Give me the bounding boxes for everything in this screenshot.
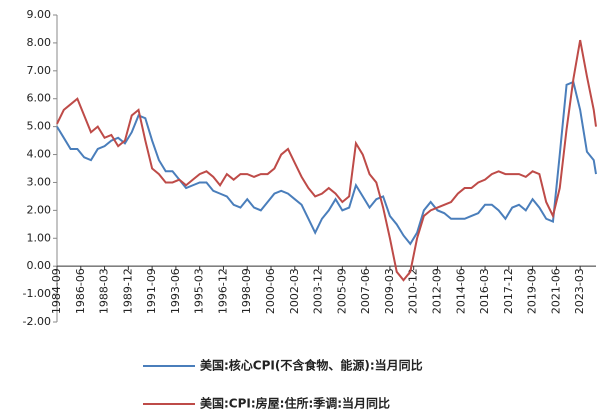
x-tick-label: 2005-09 bbox=[335, 268, 348, 314]
y-tick-label: -1.00 bbox=[23, 287, 51, 300]
x-tick-label: 2023-03 bbox=[573, 268, 586, 314]
y-tick-label: 6.00 bbox=[27, 92, 52, 105]
x-tick-label: 2000-06 bbox=[264, 268, 277, 314]
x-tick-label: 2010-12 bbox=[407, 268, 420, 314]
x-tick-label: 2016-03 bbox=[478, 268, 491, 314]
y-tick-label: 1.00 bbox=[27, 231, 52, 244]
x-tick-label: 2003-12 bbox=[312, 268, 325, 314]
x-tick-label: 1986-06 bbox=[74, 268, 87, 314]
y-tick-label: 8.00 bbox=[27, 36, 52, 49]
y-tick-label: 5.00 bbox=[27, 120, 52, 133]
x-tick-label: 1989-12 bbox=[121, 268, 134, 314]
y-tick-label: 3.00 bbox=[27, 175, 52, 188]
x-tick-label: 1995-03 bbox=[193, 268, 206, 314]
x-tick-label: 1993-06 bbox=[169, 268, 182, 314]
x-tick-label: 2002-03 bbox=[288, 268, 301, 314]
y-tick-label: 2.00 bbox=[27, 203, 52, 216]
legend-label: 美国:CPI:房屋:住所:季调:当月同比 bbox=[200, 396, 390, 411]
y-tick-label: 0.00 bbox=[27, 259, 52, 272]
x-tick-label: 2019-09 bbox=[526, 268, 539, 314]
y-tick-label: 4.00 bbox=[27, 148, 52, 161]
series-line bbox=[56, 39, 597, 282]
legend-label: 美国:核心CPI(不含食物、能源):当月同比 bbox=[200, 358, 423, 373]
y-tick-label: 7.00 bbox=[27, 64, 52, 77]
x-tick-label: 2017-12 bbox=[502, 268, 515, 314]
x-tick-label: 2014-06 bbox=[454, 268, 467, 314]
x-tick-label: 1988-03 bbox=[98, 268, 111, 314]
series-line bbox=[56, 80, 597, 246]
x-tick-label: 2012-09 bbox=[430, 268, 443, 314]
y-tick-label: 9.00 bbox=[27, 8, 52, 21]
x-tick-label: 2007-06 bbox=[359, 268, 372, 314]
x-tick-label: 2021-06 bbox=[549, 268, 562, 314]
x-tick-label: 2009-03 bbox=[383, 268, 396, 314]
y-tick-label: -2.00 bbox=[23, 315, 51, 328]
x-tick-label: 1998-09 bbox=[240, 268, 253, 314]
x-tick-label: 1984-09 bbox=[50, 268, 63, 314]
x-tick-label: 1991-09 bbox=[145, 268, 158, 314]
x-tick-label: 1996-12 bbox=[216, 268, 229, 314]
